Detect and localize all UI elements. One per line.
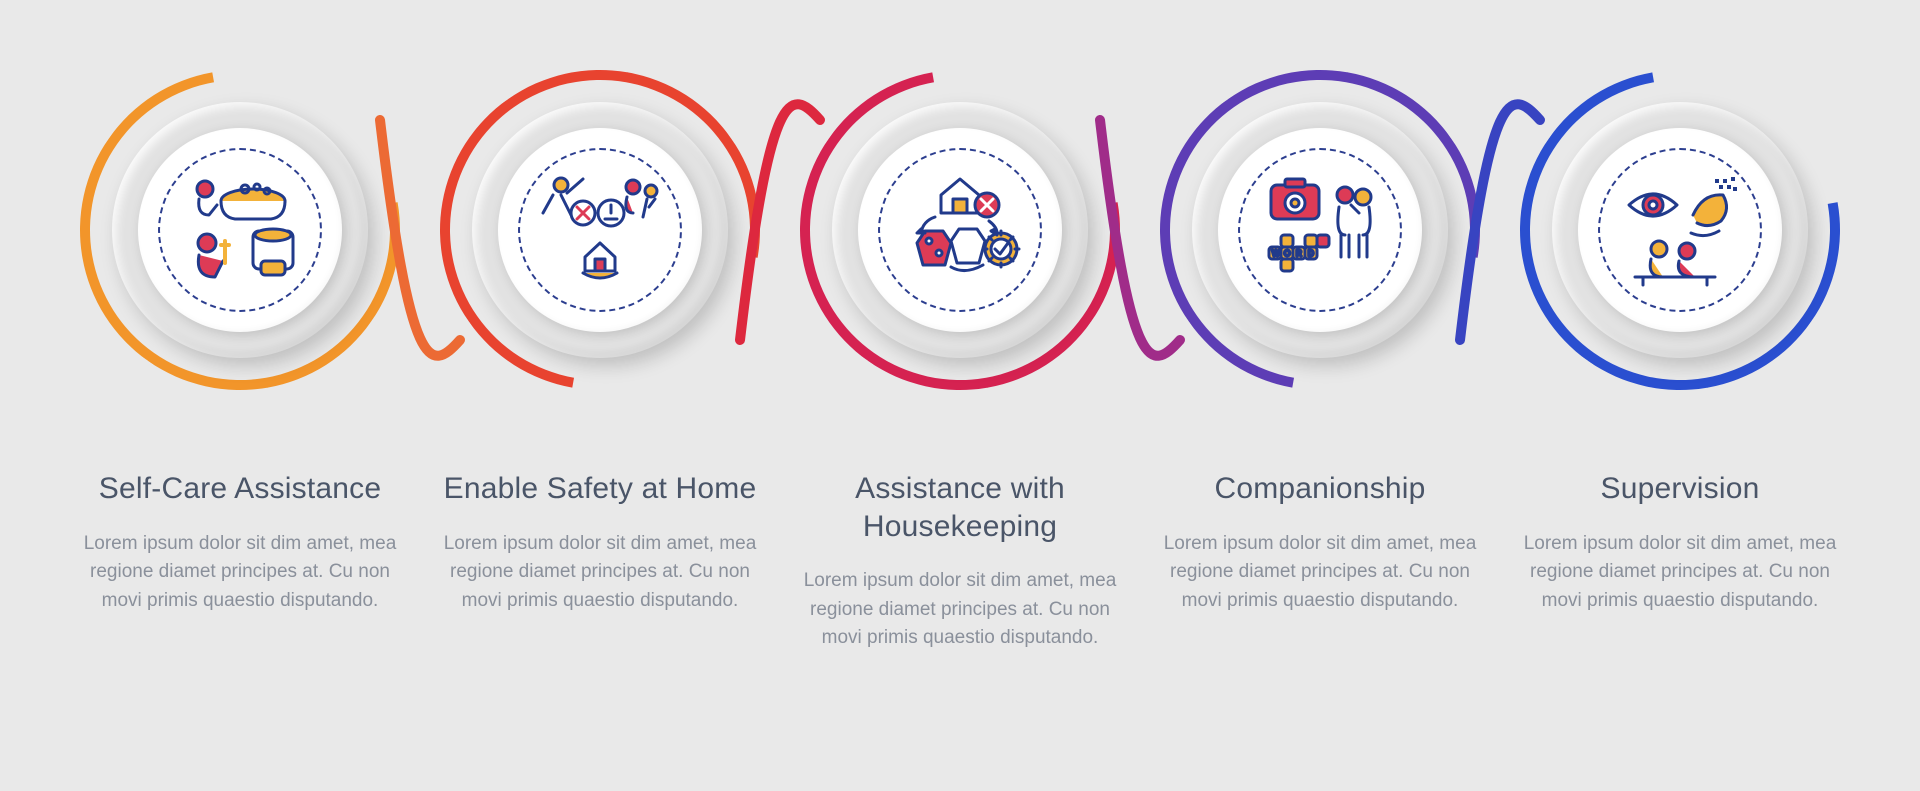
white-disc xyxy=(138,128,342,332)
step-companionship: W O R D xyxy=(1160,70,1480,390)
white-disc xyxy=(498,128,702,332)
step-title: Supervision xyxy=(1520,470,1840,508)
step-body: Lorem ipsum dolor sit dim amet, mea regi… xyxy=(80,530,400,616)
step-text-housekeeping: Assistance with Housekeeping Lorem ipsum… xyxy=(800,470,1120,653)
icon-wrap xyxy=(895,165,1025,295)
step-text-companionship: Companionship Lorem ipsum dolor sit dim … xyxy=(1160,470,1480,615)
step-circle xyxy=(440,70,760,390)
white-disc xyxy=(858,128,1062,332)
dashed-ring xyxy=(1598,148,1762,312)
icon-wrap xyxy=(175,165,305,295)
white-disc xyxy=(1578,128,1782,332)
svg-text:W: W xyxy=(1272,249,1280,258)
step-text-safety-home: Enable Safety at Home Lorem ipsum dolor … xyxy=(440,470,760,615)
step-title: Companionship xyxy=(1160,470,1480,508)
dashed-ring xyxy=(878,148,1042,312)
svg-text:O: O xyxy=(1284,249,1290,258)
step-circle xyxy=(800,70,1120,390)
step-self-care xyxy=(80,70,400,390)
step-safety-home xyxy=(440,70,760,390)
step-body: Lorem ipsum dolor sit dim amet, mea regi… xyxy=(800,567,1120,653)
svg-text:D: D xyxy=(1308,249,1314,258)
step-circle: W O R D xyxy=(1160,70,1480,390)
housekeeping-icon xyxy=(895,165,1025,295)
self-care-icon xyxy=(175,165,305,295)
step-supervision xyxy=(1520,70,1840,390)
dashed-ring: W O R D xyxy=(1238,148,1402,312)
companionship-icon: W O R D xyxy=(1255,165,1385,295)
infographic-row: Self-Care Assistance Lorem ipsum dolor s… xyxy=(80,70,1840,410)
icon-wrap: W O R D xyxy=(1255,165,1385,295)
step-body: Lorem ipsum dolor sit dim amet, mea regi… xyxy=(1160,530,1480,616)
step-housekeeping xyxy=(800,70,1120,390)
step-body: Lorem ipsum dolor sit dim amet, mea regi… xyxy=(1520,530,1840,616)
supervision-icon xyxy=(1615,165,1745,295)
step-text-supervision: Supervision Lorem ipsum dolor sit dim am… xyxy=(1520,470,1840,615)
dashed-ring xyxy=(518,148,682,312)
step-title: Assistance with Housekeeping xyxy=(800,470,1120,545)
step-title: Enable Safety at Home xyxy=(440,470,760,508)
svg-text:R: R xyxy=(1296,249,1302,258)
white-disc: W O R D xyxy=(1218,128,1422,332)
step-title: Self-Care Assistance xyxy=(80,470,400,508)
step-circle xyxy=(80,70,400,390)
step-body: Lorem ipsum dolor sit dim amet, mea regi… xyxy=(440,530,760,616)
dashed-ring xyxy=(158,148,322,312)
step-text-self-care: Self-Care Assistance Lorem ipsum dolor s… xyxy=(80,470,400,615)
safety-home-icon xyxy=(535,165,665,295)
icon-wrap xyxy=(535,165,665,295)
step-circle xyxy=(1520,70,1840,390)
icon-wrap xyxy=(1615,165,1745,295)
